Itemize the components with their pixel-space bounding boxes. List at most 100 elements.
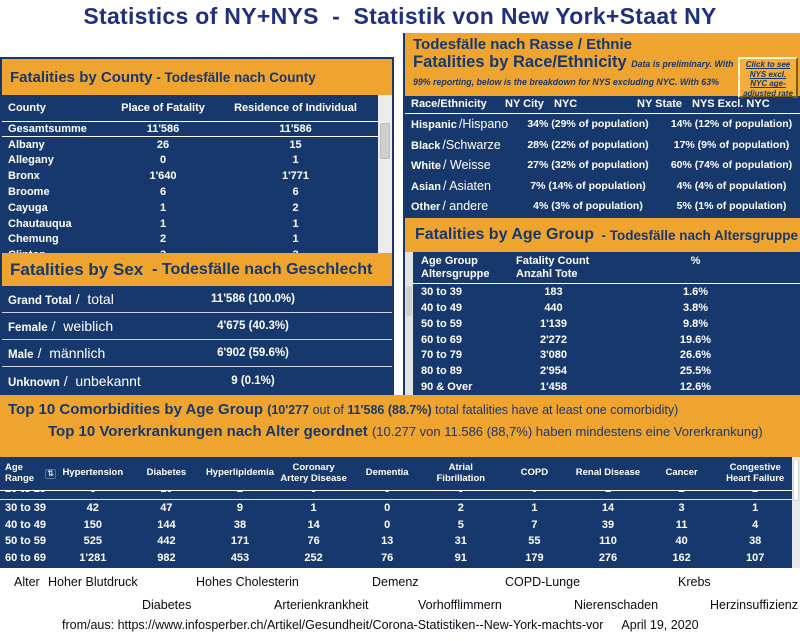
race-title-en: Fatalities by Race/Ethnicity	[413, 53, 632, 71]
comorbidities-table-body: Age Range ⇅ Hypertension Diabetes Hyperli…	[0, 457, 792, 568]
table-row: Chemung 2 1	[2, 232, 378, 248]
count-cell: 1'458	[539, 381, 568, 394]
table-row: Other / andere 4% (3% of population) 5% (…	[405, 196, 800, 217]
nys-value: 4% (4% of population)	[676, 179, 787, 192]
sex-label-de: / weiblich	[51, 318, 114, 334]
sort-icon[interactable]: ⇅	[45, 468, 56, 479]
count-cell: 1'139	[539, 317, 568, 330]
table-row: 30 to 39 183 1.6%	[413, 284, 800, 300]
count-cell: 2'272	[539, 333, 568, 346]
age-group-cell: 60 to 69	[421, 333, 462, 346]
age-range-cell: 50 to 59	[5, 535, 46, 548]
table-row: 60 to 69 2'272 19.6%	[413, 332, 800, 348]
county-cell: Allegany	[8, 154, 54, 167]
col-header-cancer: Cancer	[665, 467, 698, 479]
place-cell: 2	[159, 233, 167, 246]
race-label-en: White	[411, 160, 441, 173]
nys-value: 60% (74% of population)	[670, 159, 793, 172]
age-group-cell: 80 to 89	[421, 365, 462, 378]
sex-value: 6'902 (59.6%)	[217, 347, 289, 359]
nyc-value: 34% (29% of population)	[527, 118, 649, 131]
county-cell: Broome	[8, 186, 50, 199]
table-row: Allegany 0 1	[2, 153, 378, 169]
col-header-atrial-fibrillation: Atrial Fibrillation	[436, 461, 486, 484]
col-header-county: County	[8, 102, 46, 114]
age-group-cell: 90 & Over	[421, 381, 473, 394]
col-header-age-range[interactable]: Age Range ⇅	[5, 461, 56, 484]
place-cell: 1	[159, 201, 167, 214]
right-panel: Todesfälle nach Rasse / Ethnie Fatalitie…	[403, 33, 800, 395]
county-table-body: County Place of Fatality Residence of In…	[2, 95, 378, 253]
glossary-term: Alter	[14, 575, 40, 589]
table-row: 60 to 69 1'281 982 453 252 76 91 179 276 162 107	[0, 550, 792, 567]
sex-label-en: Female	[8, 322, 48, 334]
place-cell: 11'586	[146, 122, 180, 135]
sex-label-en: Grand Total	[8, 295, 72, 307]
race-label-en: Hispanic	[411, 119, 457, 132]
residence-cell: 1'771	[281, 170, 310, 183]
race-section-header: Todesfälle nach Rasse / Ethnie Fatalitie…	[405, 33, 800, 105]
col-header-ny-city: NY City	[505, 98, 544, 110]
place-cell: 6	[159, 186, 167, 199]
sex-section-header: Fatalities by Sex - Todesfälle nach Gesc…	[2, 253, 392, 286]
county-scrollbar-thumb[interactable]	[380, 123, 390, 159]
county-cell: Clinton	[8, 249, 113, 253]
table-row: Grand Total / total 11'586 (100.0%)	[2, 286, 392, 313]
percent-cell: 19.6%	[679, 333, 712, 346]
residence-cell: 15	[289, 138, 302, 151]
age-scrollbar-thumb[interactable]	[406, 286, 412, 316]
table-row: Chautauqua 1 1	[2, 216, 378, 232]
col-header-percent: %	[690, 255, 701, 267]
comorbidities-title-de: Top 10 Vorerkrankungen nach Alter geordn…	[8, 423, 800, 440]
place-cell: 1	[159, 217, 167, 230]
race-label-en: Asian	[411, 180, 441, 193]
sex-value: 4'675 (40.3%)	[217, 320, 289, 332]
percent-cell: 3.8%	[682, 302, 709, 315]
nyc-value: 7% (14% of population)	[530, 179, 646, 192]
comorbidities-scrollbar-thumb[interactable]	[793, 459, 799, 501]
place-cell: 26	[156, 138, 170, 151]
count-cell: 3'080	[539, 349, 568, 362]
sex-title-en: Fatalities by Sex	[10, 259, 144, 279]
table-row: Albany 26 15	[2, 137, 378, 153]
source-url-text: from/aus: https://www.infosperber.ch/Art…	[62, 618, 604, 632]
sex-title-de: - Todesfälle nach Geschlecht	[143, 260, 373, 278]
page-title: Statistics of NY+NYS - Statistik von New…	[83, 3, 717, 29]
nyc-value: 4% (3% of population)	[533, 200, 643, 213]
race-label-de: /Hispano	[458, 117, 509, 132]
county-cell: Albany	[8, 138, 45, 151]
glossary-term: Krebs	[678, 575, 711, 589]
county-scrollbar[interactable]	[378, 95, 392, 253]
comorbidities-scrollbar[interactable]	[792, 457, 800, 568]
col-header-hyperlipidemia: Hyperlipidemia	[205, 467, 275, 479]
col-header-race: Race/Ethnicity	[411, 98, 487, 110]
col-header-copd: COPD	[520, 467, 549, 479]
comorbidities-table: Age Range ⇅ Hypertension Diabetes Hyperli…	[0, 457, 800, 568]
age-range-cell: 60 to 69	[5, 551, 46, 564]
sex-label-en: Male	[8, 349, 34, 361]
residence-cell: 1	[292, 217, 299, 230]
left-panel: Fatalities by County - Todesfälle nach C…	[0, 57, 394, 395]
county-cell: Gesamtsumme	[8, 122, 87, 135]
nys-value: 14% (12% of population)	[670, 118, 793, 131]
age-adjusted-rate-button[interactable]: Click to see NYS excl. NYC age-adjusted …	[738, 57, 798, 98]
col-header-ny-state: NY State	[637, 98, 683, 110]
percent-cell: 26.6%	[679, 349, 712, 362]
nys-value: 17% (9% of population)	[673, 138, 790, 151]
age-range-cell: 40 to 49	[5, 518, 46, 531]
comorbidities-title-en: Top 10 Comorbidities by Age Group (10'27…	[8, 401, 679, 418]
table-row: 50 to 59 525 442 171 76 13 31 55 110 40 38	[0, 533, 792, 550]
table-row: 50 to 59 1'139 9.8%	[413, 316, 800, 332]
sex-value: 11'586 (100.0%)	[211, 293, 295, 305]
age-group-cell: 70 to 79	[421, 349, 462, 362]
age-group-cell: 50 to 59	[421, 317, 462, 330]
comorbidities-header-row: Age Range ⇅ Hypertension Diabetes Hyperli…	[0, 457, 792, 491]
age-group-cell: 30 to 39	[421, 286, 462, 299]
glossary-term: Nierenschaden	[574, 598, 659, 612]
glossary-term: Hohes Cholesterin	[196, 575, 299, 589]
age-scrollbar[interactable]	[405, 252, 413, 395]
col-header-place: Place of Fatality	[121, 102, 205, 114]
place-cell: 1'640	[149, 170, 177, 183]
percent-cell: 9.8%	[682, 317, 709, 330]
sex-label-de: / unbekannt	[63, 372, 141, 389]
